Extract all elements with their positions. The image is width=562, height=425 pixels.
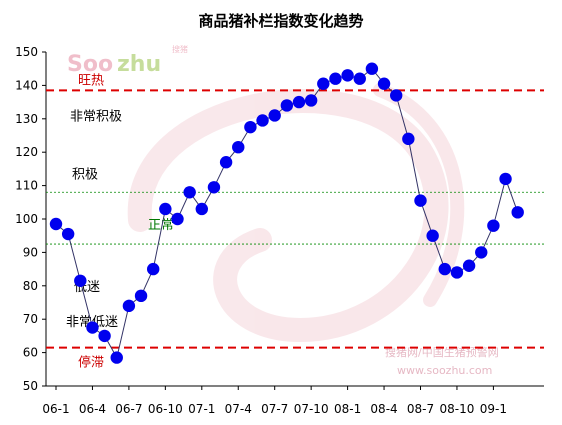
data-point (171, 212, 184, 226)
data-point (219, 156, 233, 169)
y-tick-label: 150 (15, 45, 38, 59)
y-tick-label: 80 (23, 279, 38, 293)
data-point (280, 99, 294, 112)
data-point (462, 259, 476, 272)
zone-labels: 旺热积极正常停滞非常积极低迷非常低迷 (66, 73, 174, 370)
reference-lines (46, 89, 544, 349)
reference-line-label: 正常 (148, 218, 174, 233)
x-tick-label: 08-4 (370, 402, 397, 416)
zone-label: 非常积极 (70, 109, 122, 124)
y-tick-label: 120 (15, 145, 38, 159)
data-point (98, 329, 111, 343)
data-point (390, 89, 403, 102)
data-point (110, 351, 123, 364)
data-point (414, 194, 427, 207)
reference-line-label: 旺热 (78, 73, 104, 88)
data-point (61, 227, 75, 241)
data-point (86, 321, 99, 334)
data-point (232, 140, 245, 154)
reference-line-label: 停滞 (78, 355, 104, 371)
data-point (304, 94, 318, 107)
y-tick-label: 110 (15, 179, 38, 193)
x-tick-label: 06-4 (79, 402, 106, 416)
data-point (365, 62, 379, 75)
watermark-logo-part1: Soo (67, 52, 113, 77)
y-tick-label: 130 (15, 112, 38, 126)
y-tick-label: 60 (23, 346, 38, 360)
watermark-line2: www.soozhu.com (397, 364, 492, 377)
data-point (438, 262, 451, 276)
x-tick-label: 08-7 (407, 402, 434, 416)
y-tick-label: 50 (23, 379, 38, 393)
data-point (147, 262, 160, 276)
data-point (341, 69, 354, 82)
data-point (207, 181, 221, 194)
data-point (122, 299, 136, 313)
data-point (377, 77, 391, 90)
chart-title: 商品猪补栏指数变化趋势 (198, 12, 363, 30)
data-point (195, 202, 208, 216)
data-point (256, 114, 269, 127)
reference-line-label: 积极 (72, 167, 98, 182)
x-tick-label: 09-1 (480, 402, 507, 416)
data-point (183, 186, 196, 199)
data-point (487, 219, 500, 232)
data-point (134, 289, 148, 303)
x-axis-ticks: 06-1 06-4 06-7 06-10 07-1 07-4 07-7 07-10 08-1 08… (42, 386, 507, 416)
data-point (49, 217, 63, 231)
y-tick-label: 70 (23, 312, 38, 326)
y-tick-label: 140 (15, 78, 38, 92)
data-point (353, 72, 366, 85)
x-tick-label: 07-1 (188, 402, 215, 416)
watermark-logo-part2: zhu (117, 52, 161, 77)
data-point (74, 274, 87, 287)
x-tick-label: 07-7 (261, 402, 288, 416)
x-tick-label: 07-10 (294, 402, 329, 416)
y-tick-label: 100 (15, 212, 38, 226)
data-point (159, 202, 172, 216)
x-tick-label: 08-10 (440, 402, 475, 416)
x-tick-label: 06-7 (115, 402, 142, 416)
x-tick-label: 06-10 (148, 402, 183, 416)
data-point (244, 120, 257, 134)
data-point (450, 266, 464, 279)
data-point (426, 229, 439, 242)
data-point (292, 95, 306, 109)
data-point (475, 246, 488, 259)
data-point (499, 172, 512, 186)
y-tick-label: 90 (23, 245, 38, 259)
x-tick-label: 08-1 (334, 402, 361, 416)
x-tick-label: 07-4 (225, 402, 252, 416)
data-point (511, 206, 524, 219)
y-axis-ticks: 50 60 70 80 90 100 110 120 130 140 150 (15, 45, 46, 393)
data-point (329, 72, 342, 85)
watermark-swirl (127, 83, 465, 343)
watermark-logo: Soo zhu 搜猪 (67, 44, 188, 77)
data-point (317, 77, 330, 90)
series-index (49, 62, 524, 364)
data-point (268, 109, 281, 122)
watermark-logo-small: 搜猪 (172, 44, 188, 54)
x-tick-label: 06-1 (42, 402, 69, 416)
data-point (402, 132, 415, 146)
